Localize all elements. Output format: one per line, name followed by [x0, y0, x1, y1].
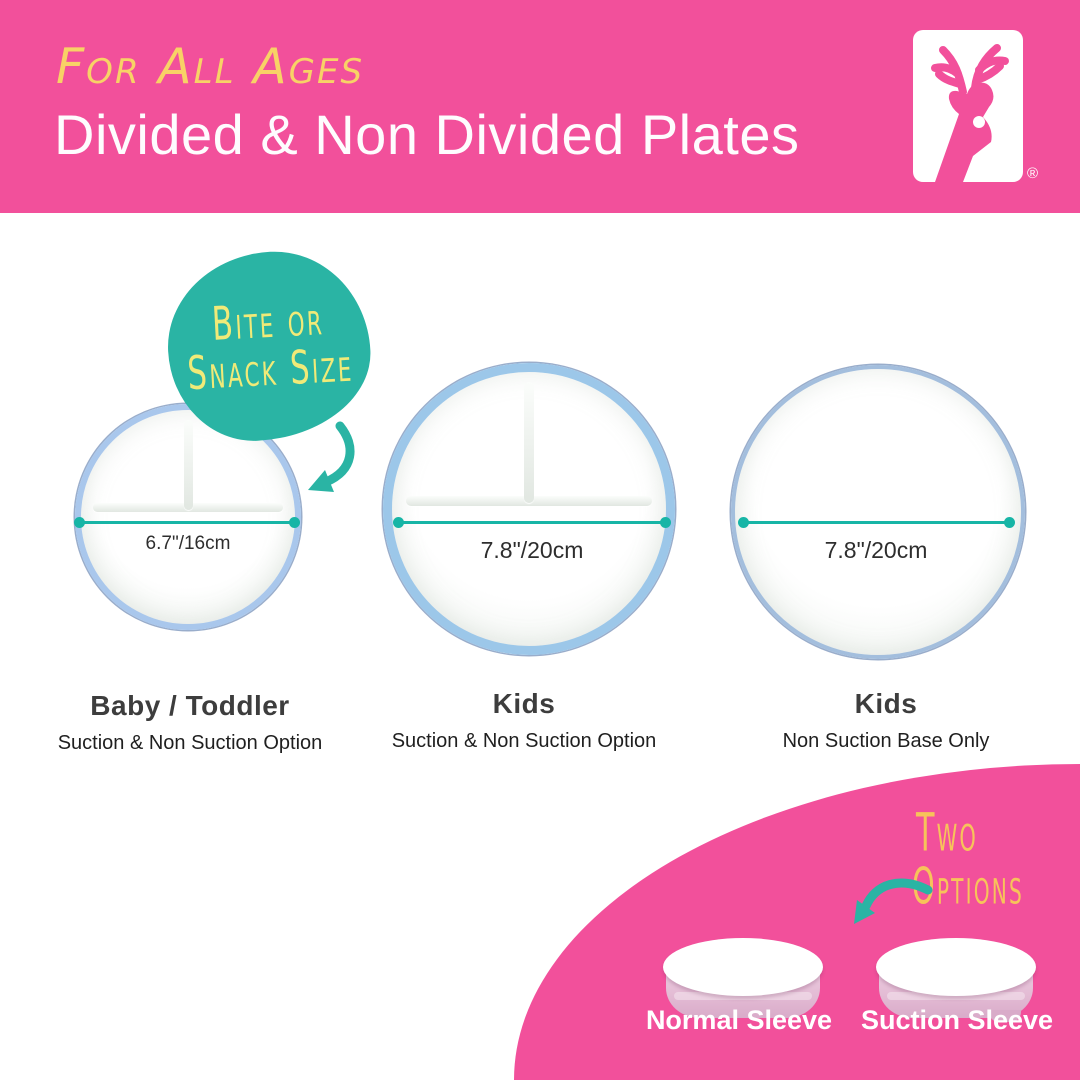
- diameter-endpoint: [1004, 517, 1015, 528]
- sleeve-option-label: Suction Sleeve: [860, 1005, 1054, 1035]
- sleeve-ridge: [674, 992, 812, 1000]
- plate-caption: Kids Suction & Non Suction Option: [359, 688, 689, 753]
- age-group-label: Kids: [492, 688, 556, 719]
- curved-arrow-icon: [854, 878, 933, 924]
- snack-size-badge: Bite or Snack Size: [163, 246, 375, 446]
- plate-divider: [183, 420, 193, 510]
- age-group-label: Baby / Toddler: [90, 690, 290, 721]
- age-group-label: Kids: [854, 688, 918, 719]
- plate-divider: [524, 382, 534, 503]
- base-option-label: Suction & Non Suction Option: [391, 730, 657, 752]
- page-title: Divided & Non Divided Plates: [54, 103, 800, 166]
- diameter-endpoint: [74, 517, 85, 528]
- base-option-label: Non Suction Base Only: [782, 730, 990, 752]
- badge-line-2: Snack Size: [185, 338, 355, 401]
- deer-logo-icon: [931, 44, 1009, 182]
- plate-top-surface: [876, 938, 1036, 996]
- plate-size-label: 7.8"/20cm: [480, 537, 584, 563]
- plate-caption: Kids Non Suction Base Only: [721, 688, 1051, 753]
- diameter-endpoint: [660, 517, 671, 528]
- curved-arrow-icon: [308, 421, 355, 492]
- sleeve-option-label: Normal Sleeve: [645, 1005, 833, 1035]
- diameter-line: [744, 521, 1009, 524]
- diameter-line: [80, 521, 294, 524]
- diameter-line: [399, 521, 665, 524]
- header-band: For All Ages Divided & Non Divided Plate…: [0, 0, 1080, 213]
- diameter-endpoint: [738, 517, 749, 528]
- sleeve-ridge: [887, 992, 1025, 1000]
- suction-sleeve-plate: [876, 938, 1036, 1022]
- diameter-endpoint: [393, 517, 404, 528]
- plate-top-surface: [663, 938, 823, 996]
- plate-caption: Baby / Toddler Suction & Non Suction Opt…: [25, 690, 355, 755]
- base-option-label: Suction & Non Suction Option: [57, 732, 323, 754]
- plate-size-label: 7.8"/20cm: [824, 537, 928, 563]
- suction-tab: [989, 1010, 1021, 1022]
- header-tagline: For All Ages: [56, 38, 365, 95]
- registered-trademark: ®: [1027, 165, 1039, 182]
- plate-kids-non-divided: [731, 365, 1025, 659]
- options-heading-line-1: Two: [915, 801, 979, 864]
- plate-kids-divided: [383, 363, 675, 655]
- diameter-endpoint: [289, 517, 300, 528]
- brand-logo: [913, 30, 1023, 182]
- normal-sleeve-plate: [663, 938, 823, 1018]
- plate-size-label: 6.7"/16cm: [145, 533, 231, 554]
